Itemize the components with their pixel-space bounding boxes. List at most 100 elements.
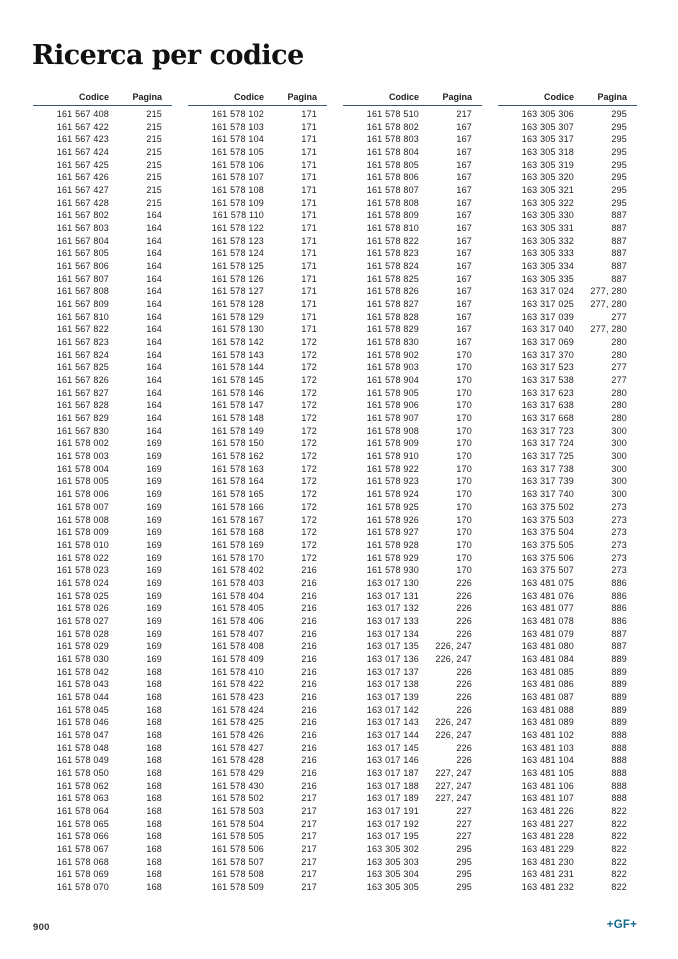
table-row: 163 317 523 277 <box>498 361 637 374</box>
codice-cell: 161 578 045 <box>56 704 109 715</box>
table-row: 161 567 803 164 <box>33 222 172 235</box>
pagina-cell: 295 <box>611 172 627 183</box>
codice-cell: 163 317 069 <box>521 337 574 348</box>
pagina-cell: 169 <box>146 577 162 588</box>
table-row: 163 481 089 889 <box>498 716 637 729</box>
pagina-cell: 170 <box>456 451 472 462</box>
codice-cell: 161 578 807 <box>366 185 419 196</box>
column-header-codice: Codice <box>543 92 574 102</box>
table-row: 163 305 306 295 <box>498 108 637 121</box>
codice-cell: 163 481 075 <box>521 577 574 588</box>
codice-cell: 161 578 107 <box>211 172 264 183</box>
table-row: 161 578 108 171 <box>188 184 327 197</box>
pagina-cell: 227, 247 <box>435 780 472 791</box>
pagina-cell: 226 <box>456 590 472 601</box>
table-row: 161 578 922 170 <box>343 463 482 476</box>
codice-cell: 161 578 067 <box>56 843 109 854</box>
pagina-cell: 169 <box>146 501 162 512</box>
pagina-cell: 277, 280 <box>590 324 627 335</box>
codice-cell: 161 567 805 <box>56 248 109 259</box>
table-row: 163 481 102 888 <box>498 729 637 742</box>
table-row: 161 578 103 171 <box>188 121 327 134</box>
table-row: 161 578 064 168 <box>33 805 172 818</box>
codice-cell: 163 317 638 <box>521 400 574 411</box>
table-row: 161 578 829 167 <box>343 323 482 336</box>
table-row: 161 578 168 172 <box>188 526 327 539</box>
codice-cell: 163 317 725 <box>521 451 574 462</box>
pagina-cell: 164 <box>146 248 162 259</box>
pagina-cell: 295 <box>456 856 472 867</box>
codice-cell: 163 305 306 <box>521 109 574 119</box>
table-row: 161 578 124 171 <box>188 247 327 260</box>
pagina-cell: 170 <box>456 387 472 398</box>
pagina-cell: 168 <box>146 717 162 728</box>
pagina-cell: 167 <box>456 172 472 183</box>
codice-cell: 161 578 426 <box>211 729 264 740</box>
codice-cell: 161 578 130 <box>211 324 264 335</box>
code-index-table: Codice Pagina 161 567 408 215 161 567 422 2… <box>33 92 637 894</box>
codice-cell: 161 578 030 <box>56 653 109 664</box>
codice-cell: 161 567 828 <box>56 400 109 411</box>
pagina-cell: 168 <box>146 755 162 766</box>
table-row: 161 578 102 171 <box>188 108 327 121</box>
table-row: 163 305 318 295 <box>498 146 637 159</box>
table-row: 161 567 829 164 <box>33 412 172 425</box>
code-column-3: Codice Pagina 161 578 510 217 161 578 802 1… <box>343 92 482 894</box>
codice-cell: 163 305 330 <box>521 210 574 221</box>
pagina-cell: 280 <box>611 413 627 424</box>
pagina-cell: 170 <box>456 476 472 487</box>
table-row: 161 567 425 215 <box>33 159 172 172</box>
codice-cell: 161 567 422 <box>56 121 109 132</box>
column-header-row: Codice Pagina <box>188 92 327 106</box>
table-row: 161 578 009 169 <box>33 526 172 539</box>
codice-cell: 161 578 410 <box>211 666 264 677</box>
codice-cell: 161 578 168 <box>211 527 264 538</box>
pagina-cell: 216 <box>301 603 317 614</box>
pagina-cell: 167 <box>456 147 472 158</box>
table-row: 161 578 408 216 <box>188 640 327 653</box>
table-row: 161 578 502 217 <box>188 792 327 805</box>
pagina-cell: 217 <box>301 818 317 829</box>
codice-cell: 163 305 303 <box>366 856 419 867</box>
codice-cell: 161 567 808 <box>56 286 109 297</box>
pagina-cell: 171 <box>301 286 317 297</box>
pagina-cell: 172 <box>301 337 317 348</box>
table-row: 163 305 307 295 <box>498 121 637 134</box>
pagina-cell: 164 <box>146 349 162 360</box>
table-row: 161 578 827 167 <box>343 298 482 311</box>
pagina-cell: 216 <box>301 666 317 677</box>
pagina-cell: 170 <box>456 438 472 449</box>
table-row: 161 578 902 170 <box>343 349 482 362</box>
codice-cell: 161 578 826 <box>366 286 419 297</box>
pagina-cell: 888 <box>611 767 627 778</box>
pagina-cell: 172 <box>301 552 317 563</box>
pagina-cell: 280 <box>611 349 627 360</box>
codice-cell: 161 578 007 <box>56 501 109 512</box>
table-row: 161 578 905 170 <box>343 387 482 400</box>
codice-cell: 163 305 331 <box>521 223 574 234</box>
codice-cell: 163 017 146 <box>366 755 419 766</box>
codice-cell: 163 305 320 <box>521 172 574 183</box>
table-row: 163 317 668 280 <box>498 412 637 425</box>
pagina-cell: 164 <box>146 362 162 373</box>
table-row: 163 317 638 280 <box>498 399 637 412</box>
table-row: 163 017 189 227, 247 <box>343 792 482 805</box>
codice-cell: 161 578 406 <box>211 615 264 626</box>
table-row: 161 578 126 171 <box>188 273 327 286</box>
pagina-cell: 887 <box>611 223 627 234</box>
pagina-cell: 888 <box>611 729 627 740</box>
table-row: 163 481 230 822 <box>498 856 637 869</box>
table-row: 161 578 145 172 <box>188 374 327 387</box>
table-row: 163 305 305 295 <box>343 881 482 894</box>
table-row: 163 375 502 273 <box>498 501 637 514</box>
codice-cell: 161 578 108 <box>211 185 264 196</box>
codice-cell: 161 578 129 <box>211 311 264 322</box>
pagina-cell: 215 <box>146 172 162 183</box>
table-row: 163 375 506 273 <box>498 552 637 565</box>
codice-cell: 161 578 065 <box>56 818 109 829</box>
table-row: 163 017 142 226 <box>343 704 482 717</box>
pagina-cell: 887 <box>611 261 627 272</box>
code-column-2: Codice Pagina 161 578 102 171 161 578 103 1… <box>188 92 327 894</box>
pagina-cell: 167 <box>456 121 472 132</box>
